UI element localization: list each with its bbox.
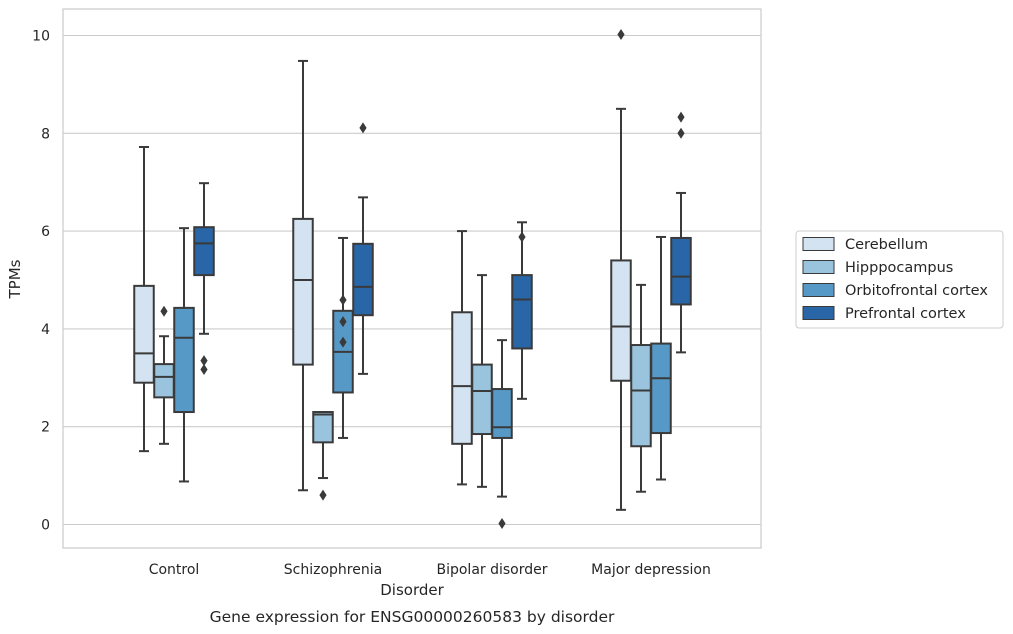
outlier-point	[319, 489, 327, 501]
box-hipppocampus	[630, 283, 652, 493]
box-iqr	[670, 236, 692, 306]
box-iqr	[352, 242, 374, 317]
box-iqr	[451, 311, 473, 445]
legend-label: Cerebellum	[845, 237, 928, 253]
box-iqr	[491, 388, 513, 439]
legend-swatch	[802, 237, 835, 251]
legend-swatch	[802, 283, 835, 297]
box-cerebellum	[133, 145, 155, 453]
box-cerebellum	[610, 29, 632, 511]
chart-caption: Gene expression for ENSG00000260583 by d…	[210, 608, 615, 626]
y-axis-label: TPMs	[6, 259, 24, 299]
box-prefrontal-cortex	[352, 122, 374, 375]
y-tick-label: 8	[41, 126, 50, 142]
legend: Cerebellum Hipppocampus Orbitofrontal cort…	[795, 230, 1004, 329]
legend-label: Hipppocampus	[845, 260, 953, 276]
outlier-point	[339, 316, 347, 328]
box-prefrontal-cortex	[670, 111, 692, 354]
legend-swatch	[802, 260, 835, 274]
outlier-point	[677, 111, 685, 123]
box-orbitofrontal-cortex	[332, 236, 354, 439]
outlier-point	[200, 363, 208, 375]
x-tick-label: Major depression	[591, 562, 711, 578]
legend-label: Prefrontal cortex	[845, 306, 966, 322]
y-tick-label: 4	[41, 322, 50, 338]
legend-swatch	[802, 306, 835, 320]
y-tick-label: 0	[41, 518, 50, 534]
outlier-point	[677, 127, 685, 139]
outlier-point	[339, 294, 347, 306]
legend-label: Orbitofrontal cortex	[845, 283, 988, 299]
outlier-point	[160, 305, 168, 317]
y-tick-label: 2	[41, 420, 50, 436]
y-tick-label: 10	[32, 29, 50, 45]
outlier-point	[339, 336, 347, 348]
y-tick-labels: 0 2 4 6 8 10	[32, 29, 50, 534]
box-hipppocampus	[312, 411, 334, 501]
box-orbitofrontal-cortex	[650, 235, 672, 481]
box-prefrontal-cortex	[193, 182, 215, 375]
box-hipppocampus	[153, 305, 175, 445]
outlier-point	[617, 29, 625, 41]
outlier-point	[359, 122, 367, 134]
box-iqr	[173, 306, 195, 414]
x-tick-labels: Control Schizophrenia Bipolar disorder Majo…	[149, 562, 711, 578]
box-prefrontal-cortex	[511, 221, 533, 400]
x-tick-label: Schizophrenia	[284, 562, 382, 578]
box-hipppocampus	[471, 274, 493, 488]
box-iqr	[153, 363, 175, 399]
box-cerebellum	[451, 230, 473, 486]
box-iqr	[650, 342, 672, 435]
box-groups	[133, 29, 692, 530]
box-iqr	[312, 411, 334, 444]
outlier-point	[518, 231, 526, 243]
outlier-point	[200, 355, 208, 367]
grid-lines	[63, 34, 761, 526]
box-iqr	[630, 344, 652, 448]
x-axis-label: Disorder	[380, 581, 444, 599]
plot-area-frame	[62, 8, 762, 549]
box-iqr	[133, 284, 155, 384]
box-iqr	[292, 217, 314, 366]
box-orbitofrontal-cortex	[173, 227, 195, 483]
y-tick-label: 6	[41, 224, 50, 240]
box-cerebellum	[292, 59, 314, 492]
x-tick-label: Control	[149, 562, 200, 578]
box-orbitofrontal-cortex	[491, 339, 513, 530]
box-iqr	[193, 226, 215, 277]
legend-frame	[795, 230, 1004, 329]
box-iqr	[471, 363, 493, 436]
outlier-point	[498, 518, 506, 530]
box-iqr	[610, 259, 632, 382]
x-tick-label: Bipolar disorder	[436, 562, 547, 578]
box-iqr	[511, 274, 533, 350]
